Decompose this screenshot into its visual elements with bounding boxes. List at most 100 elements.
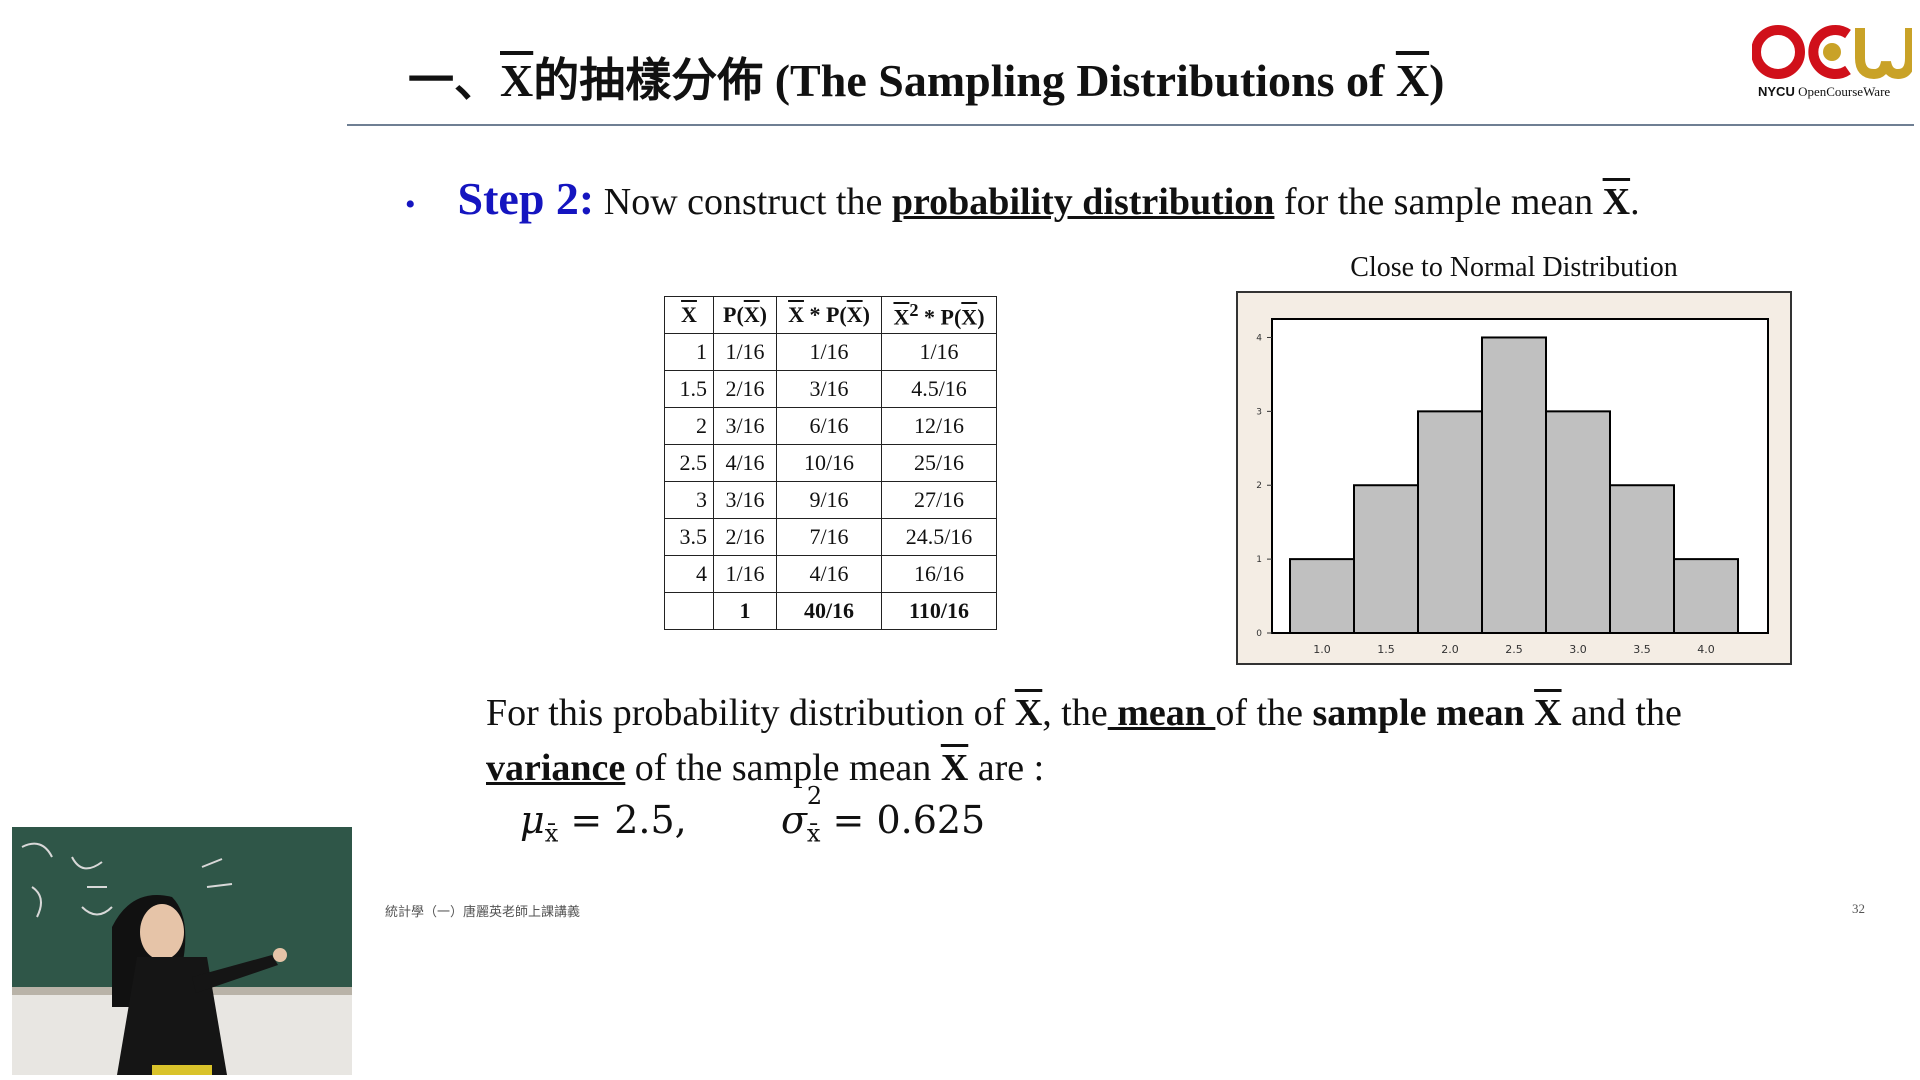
histogram-bar: [1609, 484, 1675, 634]
table-cell: 10/16: [776, 444, 882, 482]
mu-value: = 2.5,: [558, 798, 687, 842]
header-p: P(X): [713, 296, 777, 334]
table-cell: 1.5: [664, 370, 714, 408]
title-xbar-2: X: [1395, 55, 1430, 106]
table-cell: 9/16: [776, 481, 882, 519]
mu-symbol: μ: [520, 798, 545, 842]
y-tick-label: 2: [1256, 481, 1262, 491]
table-cell: 2/16: [713, 518, 777, 556]
header-x2p: X2 * P(X): [881, 296, 997, 334]
table-row: 3 3/16 9/16 27/16: [664, 481, 997, 519]
para-xbar: X: [1014, 692, 1043, 734]
histogram-svg: 1.0 1.5 2.0 2.5 3.0 3.5 4.0 0 1 2 3 4: [1256, 318, 1769, 656]
table-cell: 40/16: [776, 592, 882, 630]
footer-course: 統計學（一）唐麗英老師上課講義: [385, 905, 581, 920]
para-xbar-2: X: [1534, 692, 1562, 734]
para-text-4: and the: [1561, 692, 1682, 734]
x-tick-label: 2.0: [1441, 643, 1459, 656]
page-number: 32: [1852, 901, 1865, 916]
formula-line: μx̄ = 2.5, σ 2 x̄ = 0.625: [520, 782, 986, 848]
table-cell: 2.5: [664, 444, 714, 482]
histogram-bar: [1417, 410, 1483, 635]
table-cell: 4/16: [776, 555, 882, 593]
table-cell: 3: [664, 481, 714, 519]
step-text: Now construct the: [594, 181, 892, 223]
table-row: 2.5 4/16 10/16 25/16: [664, 444, 997, 482]
histogram-bar: [1481, 336, 1547, 635]
table-cell: 3/16: [713, 481, 777, 519]
table-row: 1 1/16 1/16 1/16: [664, 333, 997, 371]
table-cell: 16/16: [881, 555, 997, 593]
table-cell: 12/16: [881, 407, 997, 445]
step-keyword: probability distribution: [891, 181, 1275, 223]
table-cell: 4: [664, 555, 714, 593]
table-cell: 7/16: [776, 518, 882, 556]
table-cell: 1/16: [881, 333, 997, 371]
header-xbar: X: [664, 296, 714, 334]
title-suffix: ): [1429, 55, 1445, 106]
table-row: 4 1/16 4/16 16/16: [664, 555, 997, 593]
table-cell: 1: [713, 592, 777, 630]
table-cell: 3/16: [713, 407, 777, 445]
logo-brand: NYCU: [1758, 84, 1795, 99]
table-cell: 25/16: [881, 444, 997, 482]
x-tick-label: 1.0: [1313, 643, 1331, 656]
x-tick-label: 3.0: [1569, 643, 1587, 656]
table-cell: 1/16: [713, 333, 777, 371]
table-cell: 27/16: [881, 481, 997, 519]
title-main: 的抽樣分佈 (The Sampling Distributions of: [533, 55, 1396, 106]
y-tick-label: 0: [1256, 629, 1262, 639]
sigma-subscript: x̄: [806, 819, 821, 848]
step-label: Step 2:: [457, 173, 595, 224]
sigma-superscript: 2: [806, 782, 823, 810]
table-cell: 110/16: [881, 592, 997, 630]
para-text-2: , the: [1042, 692, 1108, 734]
table-row: 3.5 2/16 7/16 24.5/16: [664, 518, 997, 556]
table-cell: 4/16: [713, 444, 777, 482]
para-variance: variance: [486, 747, 626, 789]
table-cell: 1/16: [713, 555, 777, 593]
para-text: For this probability distribution of: [486, 692, 1015, 734]
step-period: .: [1630, 181, 1640, 223]
histogram-bar: [1289, 558, 1355, 634]
para-text-3: of the: [1215, 692, 1313, 734]
explanation-paragraph: For this probability distribution of X, …: [486, 686, 1786, 796]
step-xbar: X: [1602, 181, 1631, 223]
bullet-icon: •: [405, 188, 416, 222]
table-row: 1.5 2/16 3/16 4.5/16: [664, 370, 997, 408]
slide-title: 一、X的抽樣分佈 (The Sampling Distributions of …: [408, 44, 1444, 110]
table-cell: 1: [664, 333, 714, 371]
y-tick-label: 1: [1256, 555, 1262, 565]
table-cell: 1/16: [776, 333, 882, 371]
table-cell: 3/16: [776, 370, 882, 408]
mu-subscript: x̄: [544, 819, 559, 848]
x-tick-label: 4.0: [1697, 643, 1715, 656]
histogram-bar: [1545, 410, 1611, 635]
x-tick-label: 3.5: [1633, 643, 1651, 656]
table-cell: 2: [664, 407, 714, 445]
table-cell: 2/16: [713, 370, 777, 408]
sigma-symbol: σ: [780, 798, 807, 842]
y-tick-label: 4: [1256, 333, 1262, 343]
title-divider: [347, 124, 1914, 126]
table-total-row: 1 40/16 110/16: [664, 592, 997, 630]
histogram-bar: [1353, 484, 1419, 634]
histogram-chart: 1.0 1.5 2.0 2.5 3.0 3.5 4.0 0 1 2 3 4: [1236, 291, 1792, 665]
header-xp: X * P(X): [776, 296, 882, 334]
para-mean: mean: [1107, 692, 1216, 734]
step-text-2: for the sample mean: [1274, 181, 1603, 223]
step-line: • Step 2: Now construct the probability d…: [405, 172, 1640, 225]
logo-caption: NYCU OpenCourseWare: [1758, 84, 1890, 100]
table-cell: 24.5/16: [881, 518, 997, 556]
sigma-value: = 0.625: [820, 798, 986, 842]
table-cell: 3.5: [664, 518, 714, 556]
chart-title: Close to Normal Distribution: [1350, 252, 1678, 283]
probability-table: X P(X) X * P(X) X2 * P(X) 1 1/16 1/16 1/16 1…: [664, 296, 997, 630]
para-xbar-3: X: [940, 747, 969, 789]
lecturer-video: [12, 827, 352, 1075]
para-text-6: are :: [968, 747, 1045, 789]
para-text-5: of the sample mean: [625, 747, 941, 789]
histogram-bar: [1673, 558, 1739, 634]
x-tick-label: 2.5: [1505, 643, 1523, 656]
x-tick-label: 1.5: [1377, 643, 1395, 656]
